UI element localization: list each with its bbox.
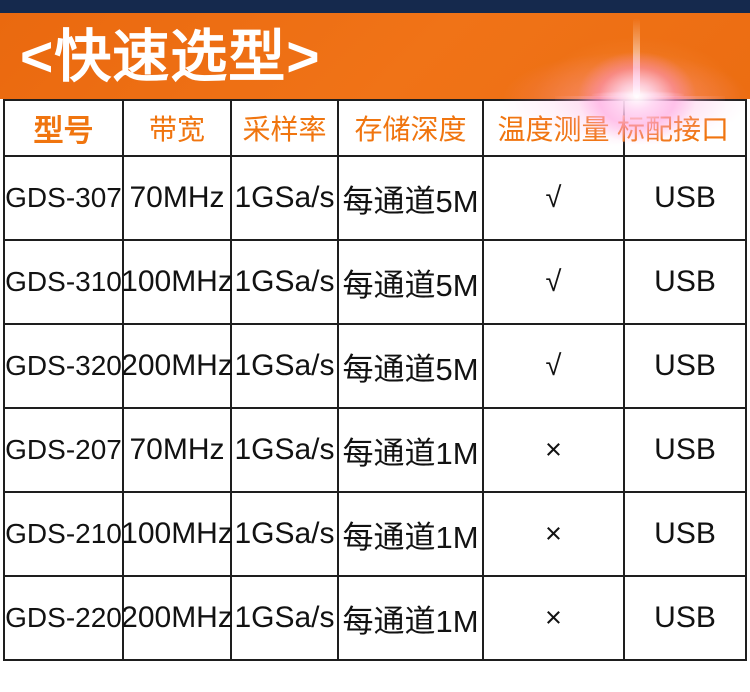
cell-temperature: × xyxy=(484,493,625,577)
cell-temperature: × xyxy=(484,409,625,493)
cell-temperature: × xyxy=(484,577,625,661)
cell-bandwidth: 70MHz xyxy=(124,157,232,241)
header-bandwidth: 带宽 xyxy=(124,101,232,157)
cell-memory-depth: 每通道1M xyxy=(339,577,484,661)
cell-sample-rate: 1GSa/s xyxy=(232,493,339,577)
header-memory-depth: 存储深度 xyxy=(339,101,484,157)
cell-model: GDS-210 xyxy=(5,493,124,577)
header-sample-rate: 采样率 xyxy=(232,101,339,157)
cell-bandwidth: 200MHz xyxy=(121,325,233,409)
top-navy-strip xyxy=(0,0,750,13)
cell-sample-rate: 1GSa/s xyxy=(232,577,339,661)
header-model: 型号 xyxy=(5,101,124,157)
cell-memory-depth: 每通道5M xyxy=(339,157,484,241)
spec-table: 型号 带宽 采样率 存储深度 温度测量 标配接口 GDS-307 70MHz 1… xyxy=(3,99,747,661)
cell-sample-rate: 1GSa/s xyxy=(232,241,339,325)
cell-interface: USB xyxy=(625,157,747,241)
cell-bandwidth: 200MHz xyxy=(121,577,233,661)
cell-interface: USB xyxy=(625,409,747,493)
cell-temperature: √ xyxy=(484,241,625,325)
cell-memory-depth: 每通道5M xyxy=(339,241,484,325)
cell-bandwidth: 70MHz xyxy=(124,409,232,493)
cell-sample-rate: 1GSa/s xyxy=(232,409,339,493)
banner: <快速选型> xyxy=(0,13,750,99)
cell-interface: USB xyxy=(625,577,747,661)
cell-interface: USB xyxy=(625,325,747,409)
header-interface: 标配接口 xyxy=(617,101,747,157)
cell-memory-depth: 每通道1M xyxy=(339,409,484,493)
cell-interface: USB xyxy=(625,241,747,325)
cell-sample-rate: 1GSa/s xyxy=(232,157,339,241)
cell-memory-depth: 每通道5M xyxy=(339,325,484,409)
cell-model: GDS-310 xyxy=(5,241,124,325)
cell-model: GDS-307 xyxy=(5,157,124,241)
header-temperature: 温度测量 xyxy=(484,101,625,157)
cell-sample-rate: 1GSa/s xyxy=(232,325,339,409)
cell-temperature: √ xyxy=(484,157,625,241)
cell-model: GDS-320 xyxy=(5,325,124,409)
cell-model: GDS-207 xyxy=(5,409,124,493)
cell-bandwidth: 100MHz xyxy=(121,493,233,577)
cell-memory-depth: 每通道1M xyxy=(339,493,484,577)
cell-model: GDS-220 xyxy=(5,577,124,661)
cell-bandwidth: 100MHz xyxy=(121,241,233,325)
banner-title: <快速选型> xyxy=(20,25,321,89)
cell-temperature: √ xyxy=(484,325,625,409)
cell-interface: USB xyxy=(625,493,747,577)
